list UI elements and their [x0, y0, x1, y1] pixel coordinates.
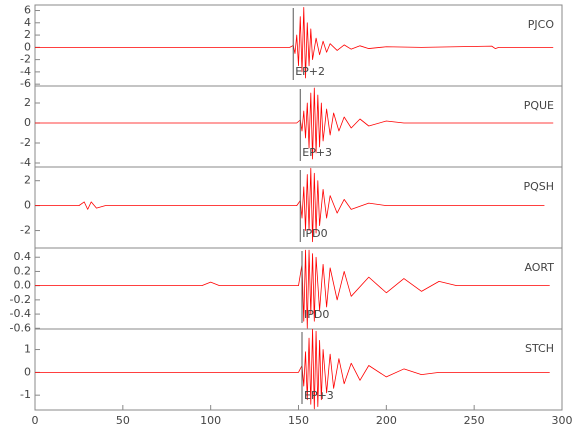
y-tick-label: -4	[20, 156, 31, 169]
panel-frame	[34, 166, 563, 249]
panel-frame	[34, 247, 563, 330]
y-tick-label: 6	[24, 4, 31, 17]
y-tick-label: -4	[20, 65, 31, 78]
pick-label: EP+3	[302, 146, 332, 159]
trace-group	[35, 7, 554, 79]
station-label: STCH	[525, 342, 554, 355]
pick-label: EP+2	[295, 65, 325, 78]
waveform	[35, 87, 554, 160]
pick-label: IPD0	[304, 308, 329, 321]
station-label: PQUE	[524, 99, 554, 112]
y-tick-label: -1	[20, 388, 31, 401]
panel-frame	[34, 328, 563, 411]
y-tick-label: -0.4	[10, 307, 31, 320]
x-tick-label: 100	[200, 414, 221, 427]
y-tick-label: 0.2	[14, 264, 32, 277]
x-tick-label: 0	[32, 414, 39, 427]
station-label: PQSH	[523, 180, 554, 193]
waveform	[35, 249, 550, 329]
y-tick-label: 0	[24, 116, 31, 129]
x-tick-label: 50	[116, 414, 130, 427]
waveform	[35, 167, 545, 243]
trace-group	[35, 249, 550, 329]
y-tick-label: 2	[24, 174, 31, 187]
x-tick-label: 300	[552, 414, 573, 427]
panel-frame	[34, 85, 563, 168]
y-tick-label: -2	[20, 136, 31, 149]
y-tick-label: -6	[20, 77, 31, 90]
pick-label: IPD0	[302, 227, 327, 240]
y-tick-label: 0.0	[14, 279, 32, 292]
waveform	[35, 7, 554, 79]
y-tick-label: 1	[24, 343, 31, 356]
station-label: AORT	[524, 261, 554, 274]
x-tick-label: 200	[376, 414, 397, 427]
x-tick-label: 150	[288, 414, 309, 427]
trace-group	[35, 329, 550, 410]
trace-group	[35, 167, 545, 243]
waveform	[35, 329, 550, 410]
y-tick-label: -0.2	[10, 293, 31, 306]
y-tick-label: 0	[24, 199, 31, 212]
station-label: PJCO	[528, 18, 555, 31]
trace-group	[35, 87, 554, 160]
y-tick-label: -2	[20, 53, 31, 66]
y-tick-label: 0	[24, 40, 31, 53]
x-tick-label: 250	[464, 414, 485, 427]
y-tick-label: 0	[24, 365, 31, 378]
y-tick-label: -0.6	[10, 321, 31, 334]
y-tick-label: 2	[24, 96, 31, 109]
y-tick-label: 2	[24, 28, 31, 41]
y-tick-label: 4	[24, 16, 31, 29]
pick-label: EP+3	[304, 389, 334, 402]
y-tick-label: 0.4	[14, 250, 32, 263]
y-tick-label: -2	[20, 224, 31, 237]
